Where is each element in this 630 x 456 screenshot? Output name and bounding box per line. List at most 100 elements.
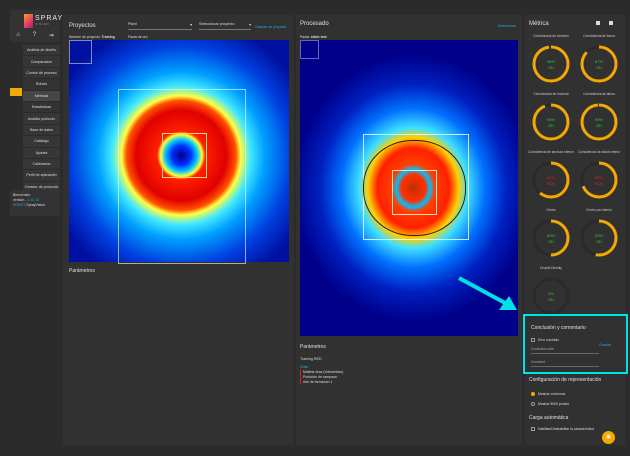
- comment-input[interactable]: Comment: [531, 360, 599, 367]
- logout-icon[interactable]: ⇥: [48, 33, 54, 39]
- pattern-name: static test: [310, 35, 327, 39]
- gauge-label: Coincidencia de volumen: [533, 34, 569, 38]
- gauge-status: OK: [548, 123, 554, 128]
- spray-vision-logo: SPRAY VISION: [24, 13, 62, 31]
- show-points-option[interactable]: Mostrar 5000 puntos: [531, 402, 569, 407]
- radio-icon: [531, 402, 535, 407]
- params-list: Materia seca (Volumétrico) Pudrición de …: [300, 370, 518, 385]
- welcome-text: Bienvenido: [13, 193, 31, 197]
- checkbox-icon: [531, 427, 535, 432]
- help-icon[interactable]: ?: [32, 32, 36, 38]
- sidebar-item[interactable]: Estadísticas: [23, 101, 60, 114]
- gauge-label: Coincidencia de anchura interior: [528, 150, 574, 154]
- checkbox-icon: [531, 338, 535, 343]
- select-link[interactable]: Seleccionar...: [498, 24, 519, 28]
- sidebar-item[interactable]: Perfil de aplicación: [23, 170, 60, 182]
- metric-gauge: Coincidencia de altura 99% OK: [576, 92, 622, 143]
- metrics-panel: Métrica Coincidencia de volumen 98% OK Co…: [525, 15, 625, 445]
- active-indicator: [10, 88, 22, 96]
- gauge-value: 50%: [547, 233, 555, 238]
- save-button[interactable]: Guardar: [599, 343, 612, 347]
- sidebar-item[interactable]: Catálogo: [23, 136, 60, 148]
- edit-link[interactable]: Editar: [300, 365, 309, 369]
- sidebar-item[interactable]: Base de datos: [23, 124, 60, 137]
- gauge-arc: [532, 161, 570, 199]
- sidebar-item[interactable]: Calibración: [23, 158, 60, 171]
- sidebar-item[interactable]: Comparación: [23, 56, 60, 68]
- pattern-label: Pauta:: [300, 35, 310, 39]
- autoload-toggle[interactable]: Habilitar/Deshabilitar la característica: [531, 427, 594, 432]
- gauge-value: 99%: [595, 117, 603, 122]
- metric-gauge: Coincidencia de altura interior 69% NOK: [576, 150, 622, 201]
- training-name: Training RED: [300, 357, 322, 361]
- export-icon[interactable]: [596, 21, 600, 25]
- save-fab-icon[interactable]: ▣: [602, 431, 615, 444]
- projects-title: Proyectos: [69, 23, 96, 29]
- gauge-value: 69%: [595, 175, 603, 180]
- params-title: Parámetros: [300, 344, 326, 350]
- processed-title: Procesado: [300, 21, 329, 27]
- golden-label: Pauta de oro:: [128, 35, 149, 39]
- home-icon[interactable]: ⌂: [16, 32, 20, 38]
- version-label: versión -: [13, 198, 27, 202]
- plant-select[interactable]: Plant ▾: [128, 22, 192, 30]
- sidebar-menu: Análisis de diseño Comparación Control de …: [23, 45, 60, 194]
- sidebar-item[interactable]: Análisis de diseño: [23, 45, 60, 57]
- user-role: ROBOT: [13, 203, 26, 207]
- gauge-value: 61%: [547, 175, 555, 180]
- info-icon[interactable]: [609, 21, 613, 25]
- project-link[interactable]: Guardar de proyecto: [255, 25, 287, 29]
- version: 1.10.10: [27, 198, 40, 202]
- sidebar-item[interactable]: Ajustes: [23, 147, 60, 159]
- metric-gauge: Coincidencia de forma 87% OK: [576, 34, 622, 85]
- annotation-arrow: [458, 276, 517, 310]
- processed-heatmap: [300, 40, 518, 336]
- show-contours-option[interactable]: Mostrar contornos: [531, 392, 565, 397]
- gauge-status: OK: [596, 65, 602, 70]
- gauge-label: Centro: [546, 208, 556, 212]
- gauge-arc: [532, 45, 570, 83]
- gauge-arc: [532, 219, 570, 257]
- gauge-value: 53%: [595, 233, 603, 238]
- gauge-status: OK: [596, 123, 602, 128]
- error-checkbox[interactable]: Error cometido: [531, 338, 559, 343]
- gauge-value: 0%: [548, 291, 554, 296]
- gauge-arc: [580, 45, 618, 83]
- params-title: Parámetros: [69, 268, 95, 274]
- gauge-arc: [580, 161, 618, 199]
- golden-heatmap: [69, 40, 289, 264]
- metric-gauge: Coincidencia de anchura 94% OK: [528, 92, 574, 143]
- welcome-box: Bienvenido versión - 1.10.10 ROBOT Spray…: [10, 190, 60, 216]
- sidebar-header: SPRAY VISION ⌂ ? ⇥: [10, 10, 62, 42]
- gauge-status: NOK: [547, 181, 556, 186]
- radio-icon: [531, 392, 535, 397]
- sidebar-item[interactable]: Métricas: [23, 90, 60, 102]
- gauge-arc: [580, 219, 618, 257]
- sidebar-item[interactable]: Análisis profundo: [23, 113, 60, 125]
- gauge-status: OK: [548, 239, 554, 244]
- gauge-label: Coincidencia de altura: [583, 92, 615, 96]
- metrics-title: Métrica: [529, 21, 549, 27]
- metric-gauge: Centro por interior 53% OK: [576, 208, 622, 259]
- gauge-label: Coincidencia de forma: [583, 34, 615, 38]
- gauge-status: OK: [596, 239, 602, 244]
- project-name-label: Nombre de proyecto:: [69, 35, 101, 39]
- param-item: Aire de formación 1: [303, 379, 333, 384]
- sidebar-item[interactable]: Control de proceso: [23, 67, 60, 80]
- gauge-status: OK: [548, 297, 554, 302]
- gauge-label: Centro por interior: [586, 208, 612, 212]
- metric-gauge: Centro 50% OK: [528, 208, 574, 259]
- sidebar-item[interactable]: Robots: [23, 79, 60, 91]
- chevron-down-icon: ▾: [249, 23, 251, 27]
- gauge-status: NOK: [595, 181, 604, 186]
- gauge-value: 87%: [595, 59, 603, 64]
- gauge-value: 98%: [547, 59, 555, 64]
- project-name: Training: [101, 35, 115, 39]
- chevron-down-icon: ▾: [190, 23, 192, 27]
- conclusion-note-input[interactable]: Conclusion note: [531, 347, 599, 354]
- param-item: Pudrición de campana: [303, 374, 337, 379]
- project-select[interactable]: Seleccionar proyecto ▾: [199, 22, 251, 30]
- display-title: Configuración de representación: [529, 377, 602, 383]
- gauge-label: Coincidencia de anchura: [533, 92, 569, 96]
- conclusion-panel: Conclusión y comentario Error cometido G…: [523, 314, 628, 374]
